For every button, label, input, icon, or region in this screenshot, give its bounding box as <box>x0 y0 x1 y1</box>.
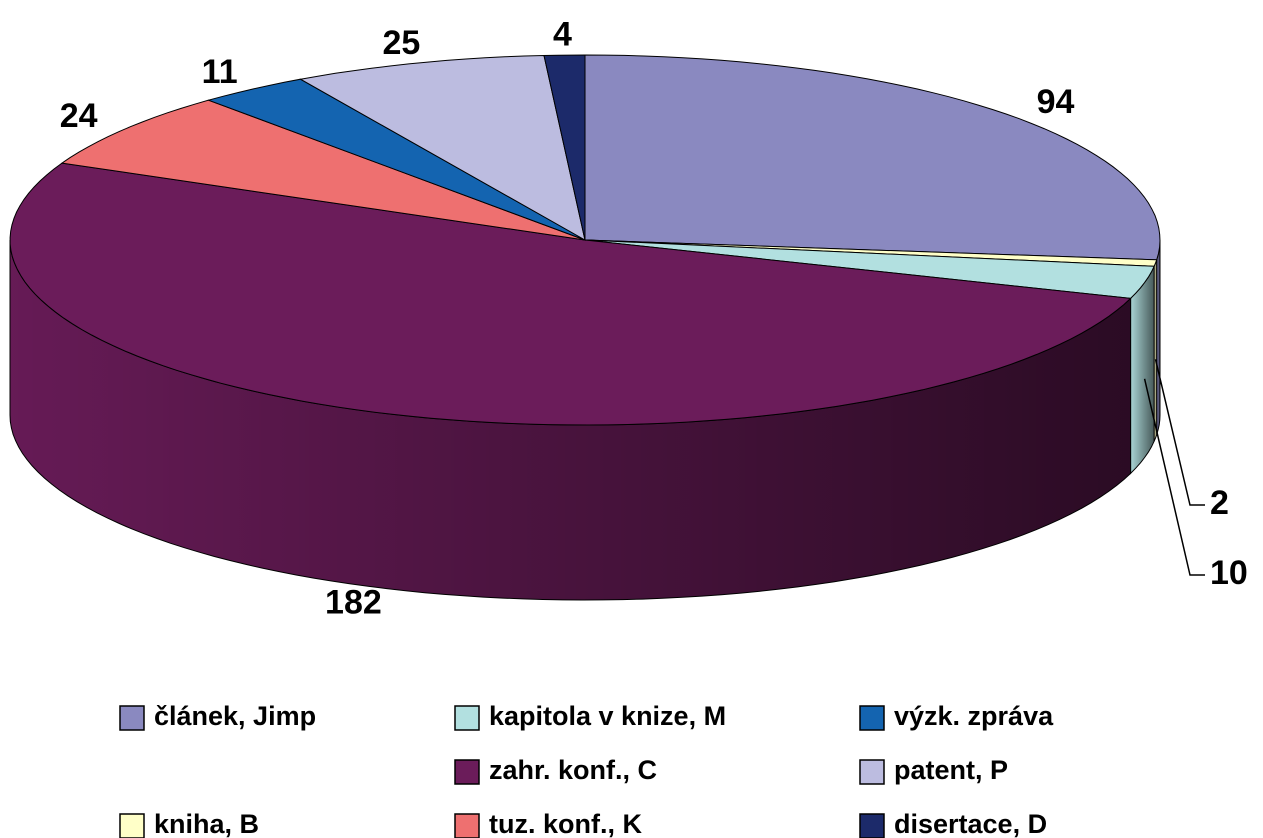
value-label: 24 <box>60 97 98 135</box>
value-label: 2 <box>1210 484 1229 522</box>
legend-label: výzk. zpráva <box>894 701 1054 731</box>
leader-line <box>1154 359 1205 506</box>
value-label: 25 <box>382 24 420 62</box>
pie-slice <box>60 99 586 241</box>
value-label: 94 <box>1037 83 1075 121</box>
legend-label: tuz. konf., K <box>489 809 642 838</box>
side-shade <box>10 240 1131 600</box>
legend-swatch <box>119 705 145 731</box>
value-label: 10 <box>1210 554 1248 592</box>
value-label: 182 <box>325 583 382 621</box>
pie-slice <box>299 54 586 241</box>
legend-swatch <box>454 759 480 785</box>
side-shade <box>1154 259 1157 442</box>
legend-label: článek, Jimp <box>154 701 316 731</box>
pie-slice <box>584 239 1155 299</box>
pie-slice <box>543 54 586 241</box>
leader-line <box>1143 378 1205 576</box>
value-label: 11 <box>202 53 238 91</box>
legend-swatch <box>454 813 480 838</box>
legend-label: kapitola v knize, M <box>489 701 726 731</box>
legend-label: kniha, B <box>154 809 259 838</box>
legend-label: disertace, D <box>894 809 1047 838</box>
pie-slice <box>206 78 586 241</box>
legend-swatch <box>859 813 885 838</box>
legend-label: patent, P <box>894 755 1008 785</box>
legend-swatch <box>119 813 145 838</box>
legend-swatch <box>859 705 885 731</box>
side-shade <box>1130 266 1155 474</box>
legend-label: zahr. konf., C <box>489 755 657 785</box>
side-shade <box>1156 240 1160 435</box>
legend-swatch <box>859 759 885 785</box>
value-label: 4 <box>553 16 572 54</box>
pie-slice <box>584 54 1161 261</box>
legend-swatch <box>454 705 480 731</box>
pie-slice <box>9 162 1132 426</box>
